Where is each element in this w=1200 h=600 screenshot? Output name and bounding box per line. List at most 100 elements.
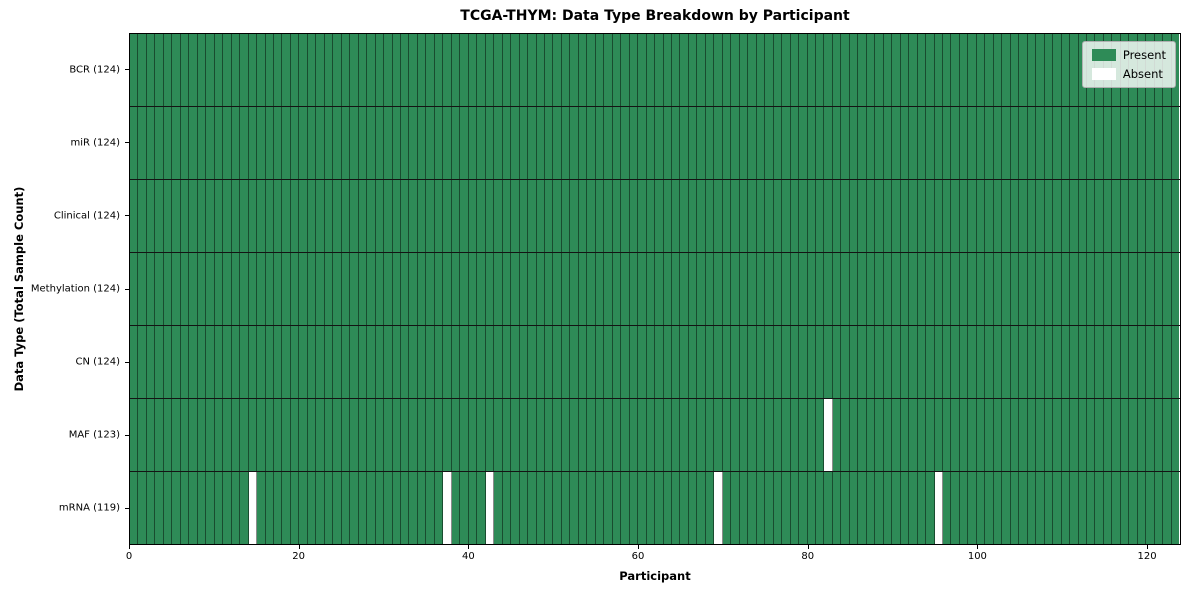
heatmap-cell-present: [1146, 326, 1155, 398]
heatmap-cell-present: [265, 472, 274, 544]
heatmap-cell-present: [985, 472, 994, 544]
heatmap-cell-present: [519, 472, 529, 544]
heatmap-cell-present: [1061, 326, 1071, 398]
heatmap-cell-present: [502, 253, 512, 325]
heatmap-cell-present: [849, 34, 859, 106]
heatmap-cell-present: [426, 253, 435, 325]
heatmap-cell-present: [502, 180, 512, 252]
heatmap-cell-present: [663, 107, 672, 179]
heatmap-cell-present: [731, 253, 740, 325]
heatmap-cell-present: [519, 34, 529, 106]
heatmap-cell-present: [1154, 107, 1164, 179]
heatmap-cell-present: [815, 253, 825, 325]
heatmap-cell-present: [917, 472, 927, 544]
heatmap-cell-present: [163, 472, 173, 544]
heatmap-cell-present: [443, 399, 452, 471]
heatmap-cell-present: [180, 326, 190, 398]
heatmap-cell-present: [883, 253, 893, 325]
heatmap-cell-present: [875, 180, 884, 252]
heatmap-cell-present: [240, 399, 249, 471]
heatmap-cell-present: [1078, 399, 1087, 471]
heatmap-cell-present: [807, 34, 816, 106]
heatmap-cell-present: [612, 326, 622, 398]
heatmap-cell-present: [426, 107, 435, 179]
heatmap-cell-present: [570, 253, 579, 325]
heatmap-cell-present: [544, 107, 554, 179]
heatmap-cell-present: [909, 472, 918, 544]
heatmap-cell-present: [1036, 253, 1045, 325]
heatmap-cell-present: [748, 107, 757, 179]
heatmap-cell-present: [392, 472, 401, 544]
heatmap-cell-present: [163, 180, 173, 252]
heatmap-cell-present: [1053, 107, 1062, 179]
heatmap-cell-present: [858, 326, 867, 398]
heatmap-cell-present: [375, 326, 385, 398]
heatmap-cell-present: [629, 253, 639, 325]
heatmap-cell-present: [722, 34, 732, 106]
heatmap-cell-present: [697, 34, 706, 106]
heatmap-cell-present: [324, 34, 334, 106]
legend-swatch-present: [1091, 49, 1116, 61]
heatmap-cell-present: [943, 107, 952, 179]
heatmap-cell-present: [858, 107, 867, 179]
heatmap-cell-present: [130, 180, 139, 252]
heatmap-cell-present: [959, 180, 969, 252]
heatmap-cell-present: [240, 107, 249, 179]
heatmap-cell-present: [1137, 253, 1147, 325]
heatmap-cell-present: [646, 180, 656, 252]
heatmap-cell-present: [375, 180, 385, 252]
heatmap-cell-present: [409, 399, 418, 471]
heatmap-cell-present: [468, 253, 478, 325]
heatmap-cell-present: [206, 472, 215, 544]
heatmap-cell-present: [993, 472, 1003, 544]
heatmap-cell-present: [976, 253, 986, 325]
heatmap-cell-present: [993, 180, 1003, 252]
heatmap-cell-present: [248, 180, 258, 252]
heatmap-cell-present: [824, 326, 833, 398]
heatmap-cell-present: [1044, 180, 1054, 252]
heatmap-cell-present: [138, 326, 147, 398]
heatmap-cell-present: [934, 107, 943, 179]
heatmap-cell-present: [172, 180, 181, 252]
heatmap-cell-present: [561, 107, 571, 179]
heatmap-cell-present: [1027, 472, 1037, 544]
heatmap-cell-present: [672, 180, 681, 252]
heatmap-cell-present: [629, 180, 639, 252]
heatmap-cell-present: [756, 253, 766, 325]
heatmap-cell-present: [206, 326, 215, 398]
heatmap-cell-present: [197, 399, 207, 471]
heatmap-cell-present: [968, 399, 977, 471]
heatmap-cell-present: [663, 34, 672, 106]
heatmap-cell-present: [180, 472, 190, 544]
heatmap-cell-present: [223, 399, 232, 471]
heatmap-cell-present: [1112, 253, 1121, 325]
heatmap-cell-present: [748, 326, 757, 398]
heatmap-cell-present: [1070, 34, 1079, 106]
heatmap-cell-present: [273, 107, 283, 179]
heatmap-cell-present: [409, 180, 418, 252]
heatmap-cell-present: [1103, 399, 1113, 471]
heatmap-cell-present: [316, 472, 325, 544]
heatmap-cell-present: [815, 107, 825, 179]
heatmap-cell-present: [375, 34, 385, 106]
heatmap-cell-present: [595, 326, 605, 398]
heatmap-cell-present: [544, 472, 554, 544]
heatmap-cell-present: [866, 253, 876, 325]
heatmap-cell-present: [570, 107, 579, 179]
heatmap-cell-present: [223, 253, 232, 325]
heatmap-cell-present: [883, 34, 893, 106]
heatmap-cell-present: [655, 180, 664, 252]
heatmap-cell-present: [341, 34, 351, 106]
heatmap-cell-present: [350, 253, 359, 325]
heatmap-cell-present: [511, 107, 520, 179]
heatmap-cell-present: [273, 34, 283, 106]
heatmap-cell-present: [401, 107, 410, 179]
heatmap-cell-present: [883, 399, 893, 471]
heatmap-cell-present: [282, 180, 291, 252]
heatmap-cell-present: [468, 472, 478, 544]
heatmap-cell-present: [646, 253, 656, 325]
heatmap-cell-present: [189, 34, 198, 106]
y-tick-mark: [125, 69, 129, 71]
heatmap-cell-present: [1010, 180, 1020, 252]
heatmap-cell-present: [587, 180, 596, 252]
